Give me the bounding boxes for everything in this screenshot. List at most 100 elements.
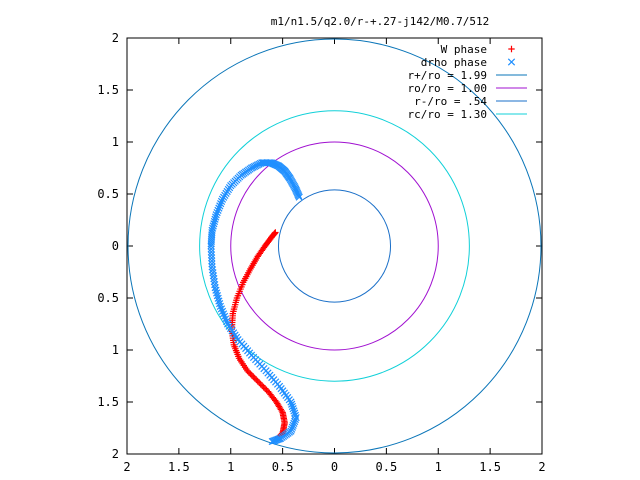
data-point bbox=[290, 407, 298, 415]
chart-title: m1/n1.5/q2.0/r-+.27-j142/M0.7/512 bbox=[271, 15, 490, 28]
y-tick-label: 2 bbox=[112, 447, 119, 461]
data-point bbox=[288, 423, 297, 431]
x-tick-label: 1.5 bbox=[168, 460, 190, 474]
radius-circles bbox=[127, 38, 542, 454]
data-point bbox=[251, 375, 258, 382]
data-point bbox=[212, 211, 220, 219]
data-point bbox=[210, 278, 218, 286]
data-point bbox=[261, 385, 269, 392]
y-tick-label: 1.5 bbox=[97, 83, 119, 97]
axis-ticks: 2 1.5 1 0.5 0 0.5 1 1.5 221.510.500.511.52 bbox=[97, 31, 545, 474]
data-point bbox=[508, 45, 515, 53]
data-point bbox=[207, 245, 215, 253]
data-point bbox=[211, 215, 219, 223]
data-point bbox=[216, 300, 224, 308]
data-point bbox=[256, 379, 263, 386]
legend-label: r-/ro = .54 bbox=[414, 95, 487, 108]
data-point bbox=[209, 272, 218, 280]
data-point bbox=[214, 206, 222, 214]
y-tick-label: 0.5 bbox=[97, 187, 119, 201]
data-point bbox=[208, 263, 216, 271]
data-point bbox=[253, 376, 260, 383]
data-point bbox=[264, 388, 272, 395]
data-point bbox=[217, 200, 225, 208]
data-point bbox=[213, 291, 222, 300]
data-point bbox=[208, 260, 216, 268]
legend-label: W phase bbox=[441, 43, 487, 56]
data-point bbox=[217, 197, 226, 206]
data-point bbox=[207, 248, 215, 256]
data-point bbox=[208, 257, 216, 265]
data-point bbox=[216, 202, 224, 210]
y-tick-label: 1 bbox=[112, 343, 119, 357]
data-point bbox=[210, 217, 219, 226]
data-point bbox=[212, 213, 220, 221]
data-point bbox=[295, 193, 303, 201]
data-point bbox=[289, 405, 297, 413]
data-point bbox=[208, 254, 216, 262]
data-point bbox=[254, 378, 261, 385]
data-point bbox=[250, 373, 257, 380]
data-point bbox=[212, 286, 220, 294]
data-point bbox=[213, 289, 221, 297]
data-point bbox=[215, 204, 223, 212]
data-point bbox=[272, 229, 279, 236]
radius-circle bbox=[230, 141, 439, 351]
x-tick-label: 0.5 bbox=[376, 460, 398, 474]
y-tick-label: 0 bbox=[112, 239, 119, 253]
data-point bbox=[507, 58, 516, 66]
legend-label: ro/ro = 1.00 bbox=[408, 82, 487, 95]
data-point bbox=[247, 370, 254, 377]
radius-circle bbox=[199, 110, 470, 382]
x-tick-label: 1 bbox=[227, 460, 234, 474]
data-point bbox=[291, 409, 299, 417]
radius-circle bbox=[127, 38, 542, 454]
data-point bbox=[248, 372, 255, 379]
x-tick-label: 0.5 bbox=[272, 460, 294, 474]
radius-circle bbox=[277, 189, 392, 303]
data-point bbox=[292, 413, 300, 422]
data-point bbox=[214, 294, 222, 302]
data-point bbox=[245, 369, 253, 376]
legend-label: drho phase bbox=[421, 56, 487, 69]
data-point bbox=[215, 297, 223, 305]
data-point bbox=[257, 380, 264, 388]
data-point bbox=[291, 411, 299, 419]
data-point bbox=[287, 427, 295, 435]
data-point bbox=[288, 425, 296, 433]
y-tick-label: 1.5 bbox=[97, 395, 119, 409]
data-point bbox=[263, 386, 270, 394]
data-point bbox=[216, 302, 224, 310]
x-tick-label: 1.5 bbox=[479, 460, 501, 474]
x-tick-label: 0 bbox=[331, 460, 338, 474]
data-point bbox=[207, 251, 216, 259]
legend-label: rc/ro = 1.30 bbox=[408, 108, 487, 121]
phase-points bbox=[207, 159, 303, 446]
x-tick-label: 1 bbox=[435, 460, 442, 474]
data-point bbox=[208, 266, 217, 274]
data-point bbox=[211, 281, 219, 289]
data-point bbox=[290, 419, 298, 428]
data-point bbox=[209, 269, 217, 277]
data-point bbox=[289, 421, 297, 429]
data-point bbox=[288, 402, 297, 411]
x-tick-label: 2 bbox=[538, 460, 545, 474]
x-tick-label: 2 bbox=[123, 460, 130, 474]
data-point bbox=[211, 283, 219, 292]
data-point bbox=[291, 417, 299, 426]
data-point bbox=[258, 382, 266, 389]
data-point bbox=[210, 275, 218, 283]
legend-label: r+/ro = 1.99 bbox=[408, 69, 487, 82]
y-tick-label: 0.5 bbox=[97, 291, 119, 305]
data-point bbox=[208, 226, 216, 235]
data-point bbox=[209, 224, 217, 232]
y-tick-label: 1 bbox=[112, 135, 119, 149]
data-point bbox=[213, 208, 221, 217]
y-tick-label: 2 bbox=[112, 31, 119, 45]
data-point bbox=[210, 220, 218, 228]
data-point bbox=[288, 400, 296, 408]
data-point bbox=[209, 222, 217, 230]
data-point bbox=[260, 383, 267, 391]
